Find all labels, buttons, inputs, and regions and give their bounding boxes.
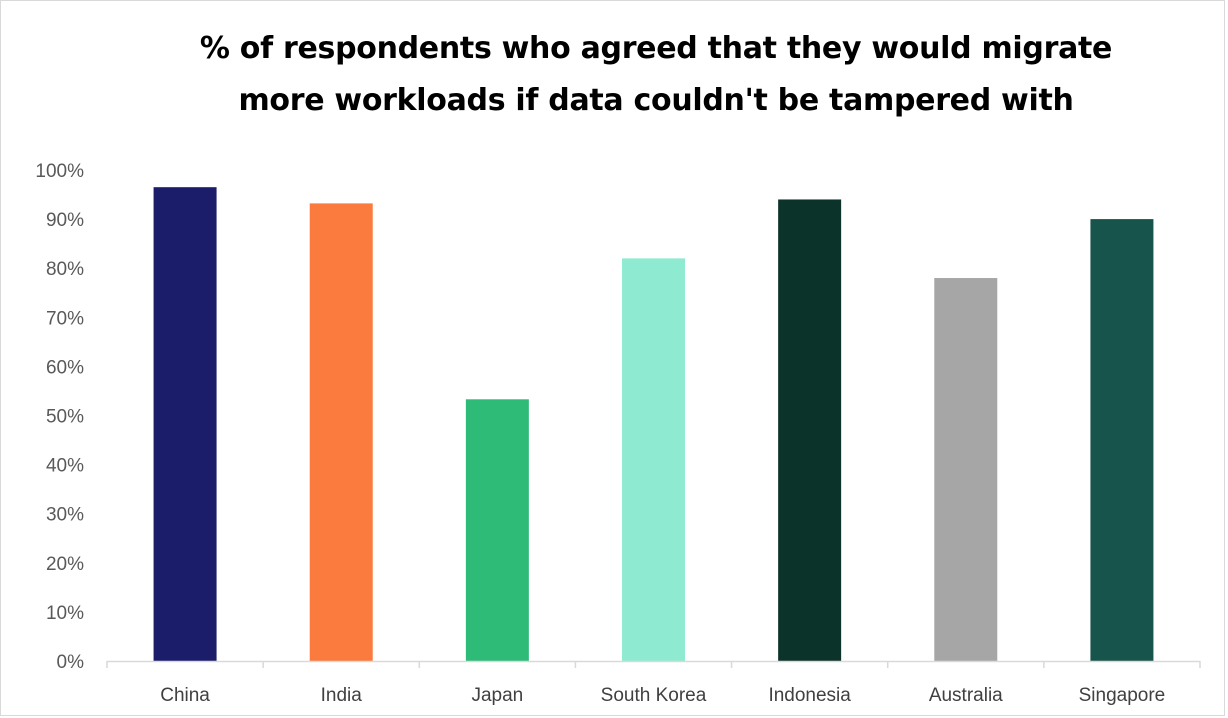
bar-china: [153, 187, 217, 661]
x-axis-ticks: [106, 661, 1201, 668]
bar-japan: [465, 399, 529, 661]
y-tick-label: 100%: [35, 161, 84, 182]
y-tick-label: 90%: [46, 210, 84, 231]
bar-singapore: [1090, 219, 1154, 661]
y-tick-label: 10%: [46, 603, 84, 624]
y-tick-label: 70%: [46, 308, 84, 329]
chart-title-line-1: % of respondents who agreed that they wo…: [199, 31, 1113, 66]
x-category-label: Australia: [929, 685, 1003, 706]
bar-south-korea: [622, 258, 685, 661]
bars: [153, 187, 1154, 661]
y-tick-label: 20%: [46, 554, 84, 575]
y-tick-label: 40%: [46, 456, 84, 477]
x-category-label: China: [160, 685, 210, 706]
y-tick-label: 50%: [46, 407, 84, 428]
y-tick-label: 0%: [57, 652, 85, 673]
y-axis-tick-labels: 0% 10% 20% 30% 40% 50% 60% 70% 80% 90% 100%: [35, 161, 84, 673]
bar-indonesia: [778, 199, 842, 661]
bar-australia: [934, 278, 998, 661]
x-category-label: Singapore: [1079, 685, 1166, 706]
x-category-label: Indonesia: [768, 685, 851, 706]
y-tick-label: 30%: [46, 505, 84, 526]
x-category-label: India: [321, 685, 363, 706]
x-axis-category-labels: China India Japan South Korea Indonesia Austr…: [160, 685, 1165, 706]
x-category-label: Japan: [471, 685, 523, 706]
bar-india: [309, 203, 373, 661]
y-tick-label: 80%: [46, 259, 84, 280]
chart-title-line-2: more workloads if data couldn't be tampe…: [238, 83, 1074, 118]
x-category-label: South Korea: [601, 685, 707, 706]
y-tick-label: 60%: [46, 357, 84, 378]
chart-title: % of respondents who agreed that they wo…: [1, 23, 1228, 127]
